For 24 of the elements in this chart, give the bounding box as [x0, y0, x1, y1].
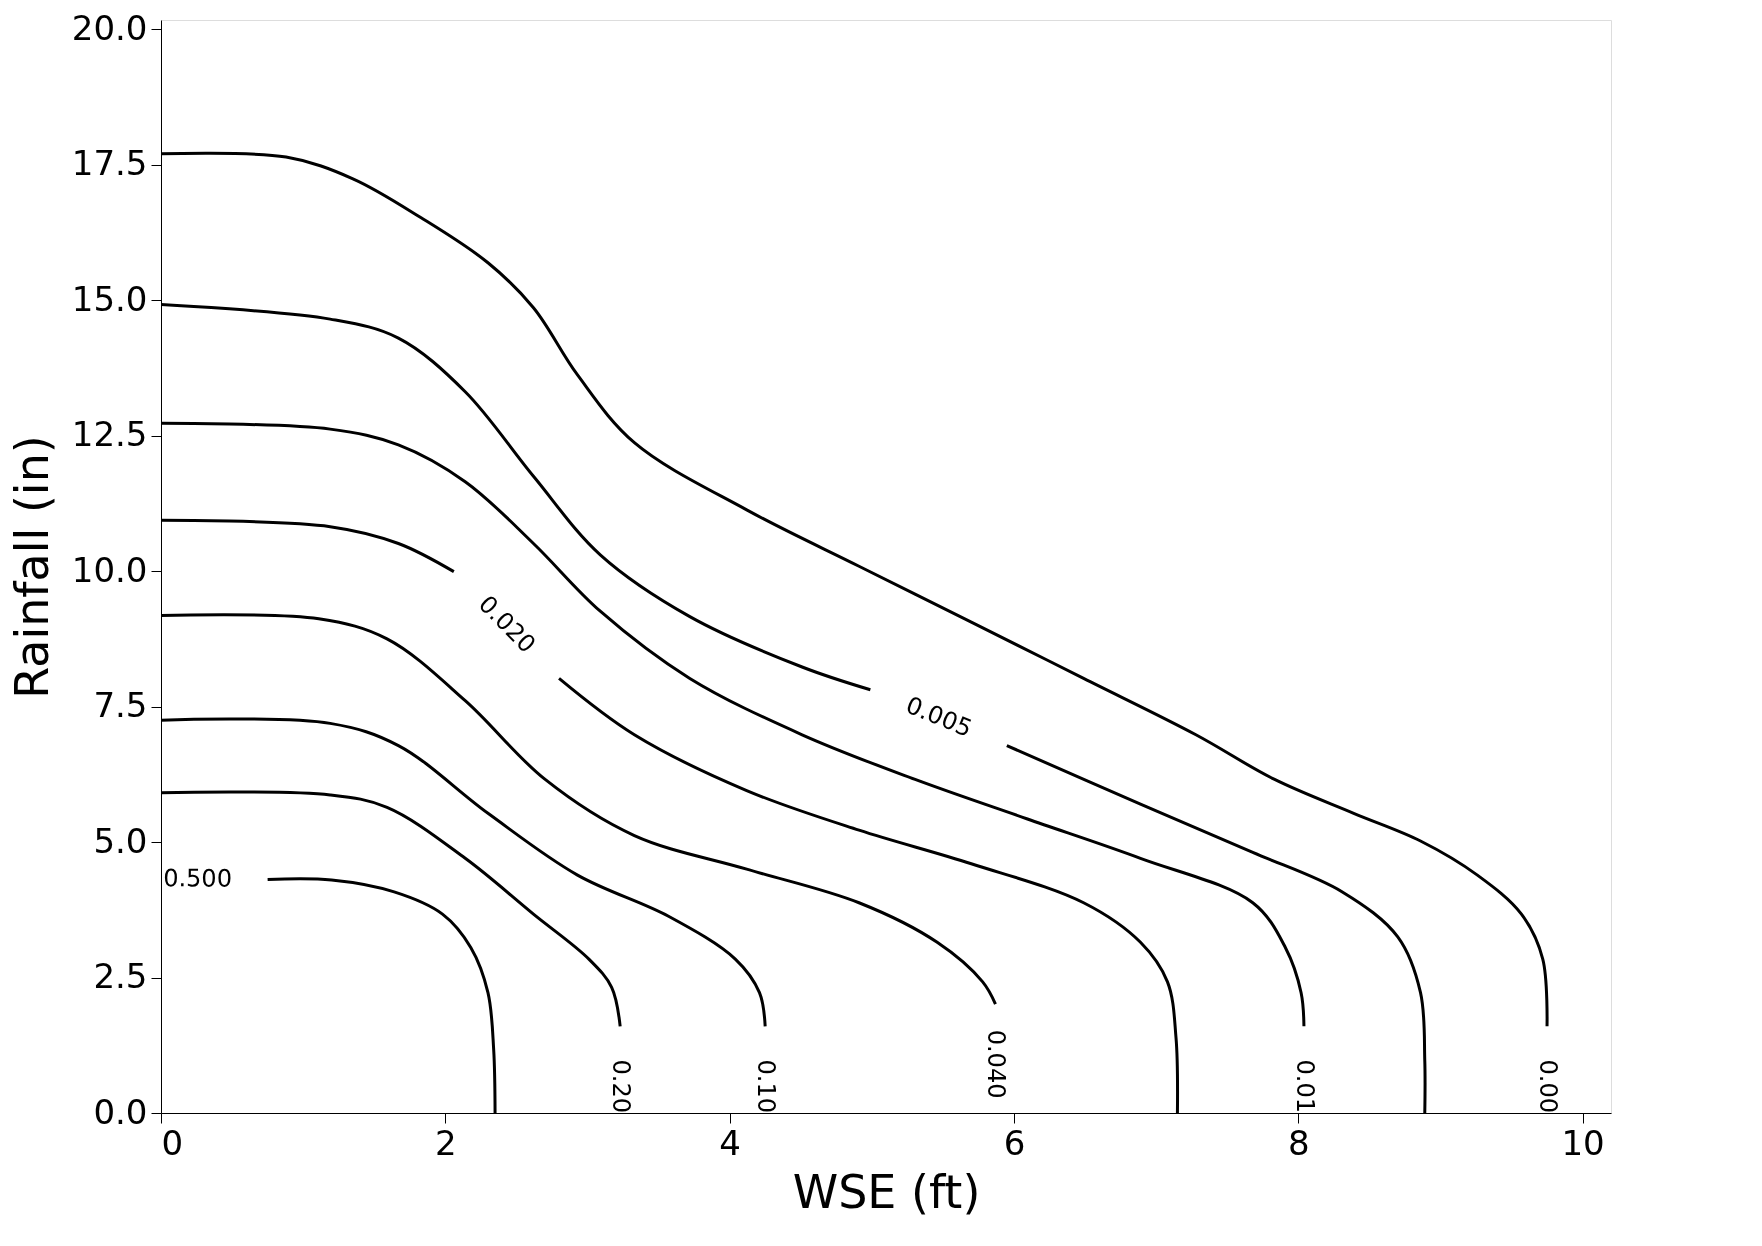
x-axis-title: WSE (ft)	[792, 1164, 981, 1219]
y-axis-title: Rainfall (in)	[4, 435, 59, 699]
x-tick-label: 4	[719, 1122, 741, 1163]
y-tick-label: 15.0	[71, 278, 148, 319]
x-tick-label: 10	[1561, 1122, 1605, 1163]
text: 0.20	[607, 1059, 636, 1114]
text: 0.005	[901, 690, 977, 743]
y-tick-label: 12.5	[71, 414, 148, 455]
text: 0.10	[752, 1059, 781, 1114]
y-tick-label: 20.0	[71, 7, 148, 48]
series-label: 0.500	[163, 864, 233, 893]
x-tick-label: 2	[434, 1122, 457, 1163]
y-tick-label: 7.5	[93, 685, 148, 726]
y-tick-label: 17.5	[71, 143, 148, 184]
x-tick-label: 8	[1287, 1122, 1310, 1163]
text: 0.040	[982, 1029, 1011, 1099]
text: 0.01	[1290, 1059, 1319, 1114]
x-tick-label: 6	[1003, 1122, 1026, 1163]
y-tick-label: 0.0	[93, 1091, 148, 1132]
y-tick-label: 5.0	[93, 820, 148, 861]
y-tick-label: 10.0	[71, 549, 148, 590]
y-tick-label: 2.5	[93, 956, 148, 997]
x-tick-label: 0	[161, 1122, 184, 1163]
text: 0.00	[1534, 1059, 1563, 1114]
